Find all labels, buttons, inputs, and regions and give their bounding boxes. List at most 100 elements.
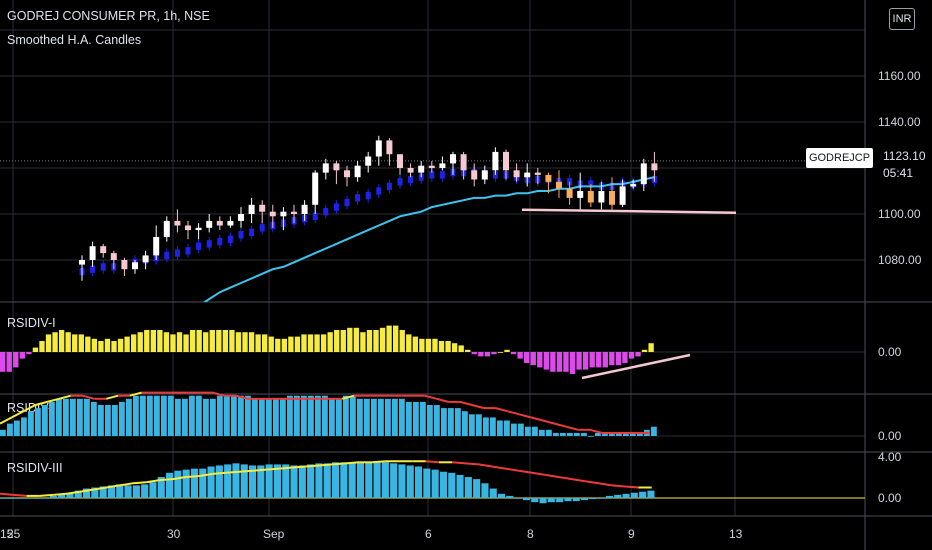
rsidiv-i-bar [360, 332, 366, 352]
rsidiv-ii-bar [161, 395, 167, 436]
rsidiv-i-bar [576, 352, 582, 370]
rsidiv-i-bar [491, 352, 497, 355]
candle-body [269, 211, 276, 217]
rsidiv-iii-bar [531, 498, 539, 503]
rsidiv-iii-bar [157, 477, 165, 498]
rsidiv-ii-bar [140, 395, 146, 436]
rsidiv-i-bar [203, 332, 209, 352]
rsidiv-iii-bar [33, 498, 41, 499]
rsidiv-ii-signal-line [566, 425, 579, 431]
rsidiv-ii-bar [448, 408, 454, 436]
candle-body [630, 184, 637, 187]
rsidiv-i-bar [0, 352, 6, 372]
rsidiv-i-bar [471, 352, 477, 355]
ha-candle [397, 178, 403, 186]
rsidiv-i-zero-label: 0.00 [878, 345, 902, 359]
rsidiv-i-bar [432, 338, 438, 352]
candle-body [651, 163, 658, 171]
rsidiv-iii-bar [439, 471, 447, 498]
rsidiv-i-bar [52, 332, 58, 352]
rsidiv-ii-signal-line [542, 419, 555, 425]
rsidiv-i [0, 325, 654, 374]
rsidiv-i-bar [189, 330, 196, 352]
rsidiv-iii-bar [464, 477, 472, 498]
rsidiv-iii-signal-line [146, 479, 160, 484]
rsidiv-iii-signal-line [159, 478, 173, 482]
candle-body [407, 168, 414, 173]
rsidiv-iii-signal-line [598, 482, 612, 487]
rsidiv-ii-bar [168, 395, 174, 436]
rsidiv-iii-bar [539, 498, 547, 504]
rsidiv-iii-bar [647, 490, 655, 498]
candle-body [153, 237, 160, 256]
rsidiv-i-bar [524, 352, 530, 363]
rsidiv-i-bar [32, 347, 39, 352]
rsidiv-ii-bar [112, 405, 118, 436]
candle-body [110, 253, 117, 260]
rsidiv-i-bar [393, 325, 399, 352]
rsidiv-iii-bar [522, 498, 530, 501]
rsidiv-i-bar [176, 332, 183, 352]
candle-body [439, 163, 446, 168]
rsidiv-i-bar [19, 352, 25, 359]
rsidiv-iii-signal-line [425, 460, 439, 464]
rsidiv-i-bar [104, 338, 111, 352]
candle-body [280, 211, 287, 217]
rsidiv-i-bar [399, 330, 405, 352]
rsidiv-ii-bar [497, 420, 503, 436]
candle-body [524, 172, 531, 178]
rsidiv-i-bar [589, 352, 595, 368]
rsidiv-ii-signal-line [46, 397, 60, 403]
candle-body [492, 151, 499, 171]
rsidiv-iii-signal-line [372, 460, 386, 464]
ha-candle [164, 251, 170, 260]
rsidiv-iii-bar [190, 468, 198, 498]
rsidiv-iii-bar [107, 485, 115, 498]
rsidiv-i-bar [124, 336, 130, 352]
time-tick-label: 13 [729, 527, 743, 541]
candle-body [79, 260, 85, 265]
rsidiv-iii-signal-line [625, 485, 639, 489]
price-pane [0, 135, 865, 302]
pane-title-rsidiv-iii: RSIDIV-III [7, 461, 63, 475]
rsidiv-iii-bar [547, 498, 555, 503]
candle-body [598, 191, 605, 203]
rsidiv-i-bar [58, 330, 65, 352]
ha-candle [333, 203, 339, 211]
rsidiv-ii-bar [266, 398, 272, 436]
currency-badge[interactable]: INR [889, 8, 915, 30]
rsidiv-i-bar [556, 352, 563, 372]
rsidiv-i-bar [72, 334, 78, 352]
rsidiv-i-bar [641, 349, 648, 352]
candle-body [100, 246, 107, 254]
rsidiv-iii-bar [373, 462, 381, 498]
candle-body [503, 151, 509, 171]
rsidiv-i-bar [98, 341, 104, 352]
rsidiv-iii-bar [581, 498, 589, 501]
rsidiv-iii-bar [431, 469, 439, 498]
rsidiv-iii-top-label: 4.00 [878, 450, 902, 464]
rsidiv-i-bar [183, 334, 189, 352]
rsidiv-iii-bar [356, 462, 364, 498]
rsidiv-ii-bar [483, 417, 489, 436]
candle-body [365, 156, 372, 166]
rsidiv-i-bar [438, 341, 445, 352]
rsidiv-ii-bar [476, 414, 482, 436]
ha-candle [249, 228, 255, 237]
rsidiv-i-bar [196, 330, 202, 352]
rsidiv-ii-bar [315, 395, 321, 436]
chart-title: GODREJ CONSUMER PR, 1h, NSE [7, 9, 210, 23]
rsidiv-iii-bar [398, 464, 406, 498]
rsidiv-ii-bar [210, 398, 216, 436]
rsidiv-iii-bar [622, 493, 630, 498]
candle-body [397, 154, 403, 168]
rsidiv-i-bar [209, 330, 215, 352]
rsidiv-iii-bar [273, 464, 281, 498]
rsidiv-iii-bar [307, 464, 315, 498]
time-tick-label: Sep [263, 527, 285, 541]
rsidiv-iii-bar [124, 485, 132, 498]
rsidiv-ii-bar [399, 398, 405, 436]
rsidiv-i-bar [314, 334, 320, 352]
rsidiv-i-bar [465, 349, 471, 352]
